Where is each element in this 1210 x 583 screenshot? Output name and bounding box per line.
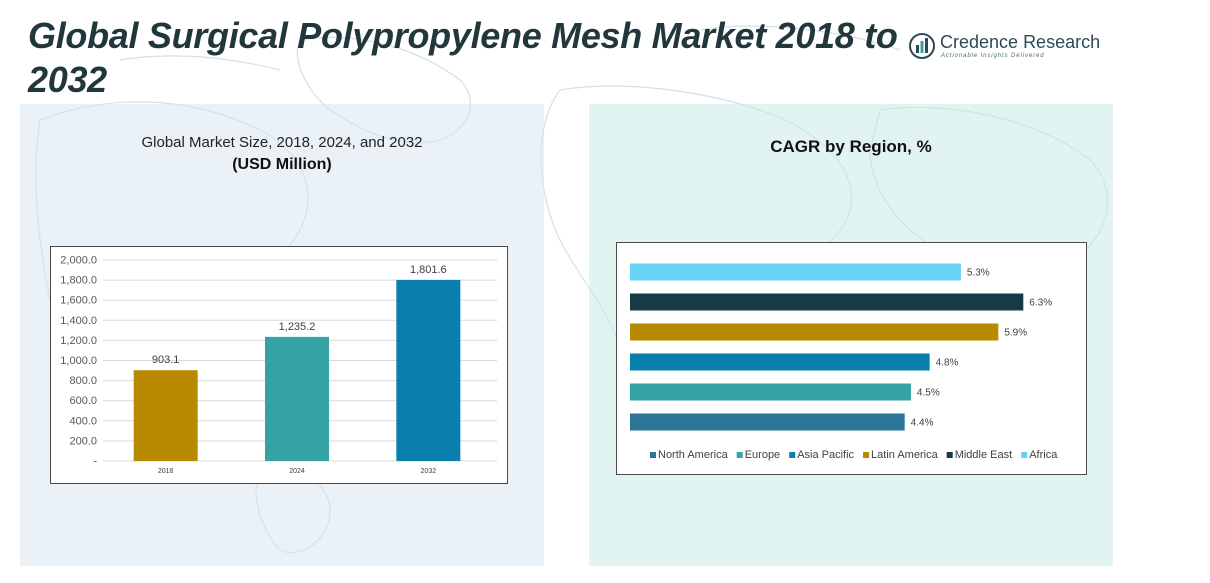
brand-logo: Credence Research Actionable Insights De… xyxy=(908,30,1100,66)
cagr-chart-svg: 4.4% 4.5% 4.8% 5.9% 6.3% 5.3% North America Eur… xyxy=(630,263,1058,461)
y-tick-label: 400.0 xyxy=(69,415,97,427)
y-tick-label: 1,800.0 xyxy=(60,275,97,287)
y-tick-label: 600.0 xyxy=(69,395,97,407)
legend-label: Africa xyxy=(1029,449,1058,461)
legend-label: Latin America xyxy=(871,449,939,461)
legend-swatch xyxy=(1021,452,1028,458)
y-tick-label: 200.0 xyxy=(69,435,97,447)
market-size-chart-subtitle: (USD Million) xyxy=(232,156,332,173)
hbar-latin-america xyxy=(630,323,999,341)
cagr-chart-title: CAGR by Region, % xyxy=(770,137,932,156)
legend-label: Asia Pacific xyxy=(797,449,854,461)
x-tick-label: 2032 xyxy=(421,468,437,475)
hbar-data-label: 4.5% xyxy=(917,388,940,399)
y-tick-label: 800.0 xyxy=(69,375,97,387)
y-tick-label: 1,200.0 xyxy=(60,335,97,347)
hbar-north-america xyxy=(630,413,905,431)
hbar-data-label: 4.8% xyxy=(936,358,959,369)
brand-name: Credence Research xyxy=(940,32,1100,53)
brand-name-part1: Credence xyxy=(940,32,1019,52)
page-title: Global Surgical Polypropylene Mesh Marke… xyxy=(28,15,898,100)
legend-swatch xyxy=(863,452,870,458)
hbar-middle-east xyxy=(630,293,1024,311)
bar-2018 xyxy=(133,370,198,461)
hbar-data-label: 4.4% xyxy=(911,418,934,429)
x-tick-label: 2024 xyxy=(289,468,305,475)
market-size-chart-title: Global Market Size, 2018, 2024, and 2032 xyxy=(141,134,423,151)
hbar-africa xyxy=(630,263,961,281)
y-tick-label: 1,400.0 xyxy=(60,315,97,327)
legend-label: Middle East xyxy=(955,449,1012,461)
brand-tagline: Actionable Insights Delivered xyxy=(941,53,1045,59)
hbar-europe xyxy=(630,383,911,401)
bar-2024 xyxy=(265,336,329,461)
y-tick-label: 1,600.0 xyxy=(60,295,97,307)
legend-swatch xyxy=(736,452,743,458)
bar-2032 xyxy=(396,279,461,461)
credence-logo-icon xyxy=(909,33,935,59)
hbar-data-label: 5.3% xyxy=(967,268,990,279)
bar-data-label: 1,801.6 xyxy=(410,264,447,276)
market-size-chart: - 200.0 400.0 600.0 800.0 1,000.0 1,200.0 1,400… xyxy=(50,246,508,484)
bar-data-label: 1,235.2 xyxy=(279,321,316,333)
hbar-asia-pacific xyxy=(630,353,930,371)
legend-label: North America xyxy=(658,449,729,461)
legend-label: Europe xyxy=(745,449,780,461)
y-tick-label: 2,000.0 xyxy=(60,255,97,267)
market-size-chart-svg: - 200.0 400.0 600.0 800.0 1,000.0 1,200.0 1,400… xyxy=(60,255,497,475)
hbar-data-label: 5.9% xyxy=(1004,328,1027,339)
legend-swatch xyxy=(789,452,796,458)
y-tick-label: - xyxy=(93,456,97,468)
y-tick-label: 1,000.0 xyxy=(60,355,97,367)
cagr-chart: 4.4% 4.5% 4.8% 5.9% 6.3% 5.3% North America Eur… xyxy=(616,242,1087,475)
legend-swatch xyxy=(650,452,656,458)
legend-swatch xyxy=(946,452,953,458)
bar-data-label: 903.1 xyxy=(152,354,180,366)
hbar-data-label: 6.3% xyxy=(1029,298,1052,309)
x-tick-label: 2018 xyxy=(158,468,174,475)
brand-name-part2: Research xyxy=(1023,32,1101,52)
